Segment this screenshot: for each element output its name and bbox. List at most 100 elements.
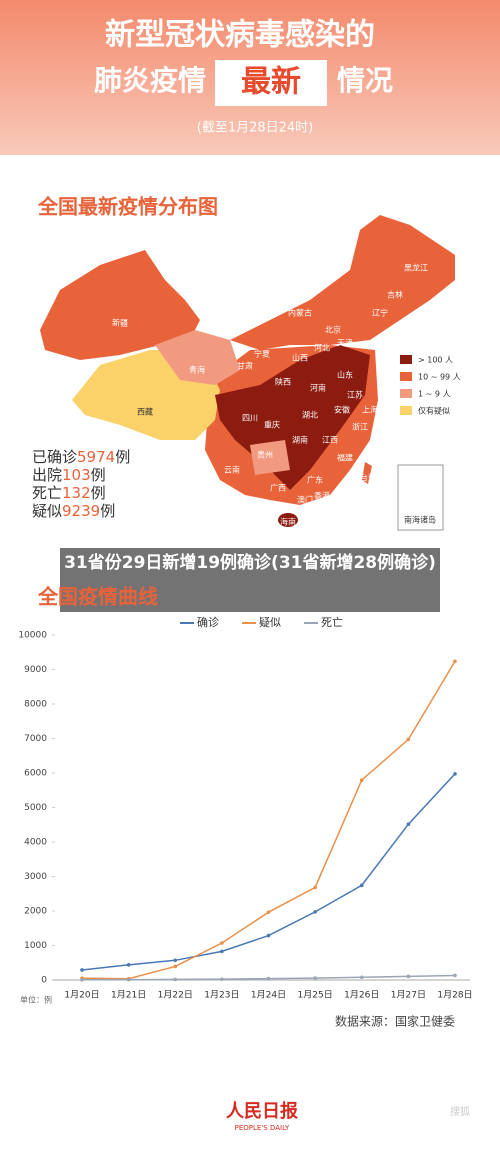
map-label: 台湾 bbox=[360, 473, 376, 483]
map-label: 内蒙古 bbox=[288, 308, 312, 318]
y-tick-label: 5000 bbox=[24, 803, 47, 813]
y-tick-label: 2000 bbox=[24, 907, 47, 917]
point bbox=[313, 910, 317, 914]
map-label: 河北 bbox=[314, 343, 330, 353]
logo-en: PEOPLE'S DAILY bbox=[235, 1124, 290, 1132]
caption-box bbox=[60, 548, 440, 612]
section-title: 全国最新疫情分布图 bbox=[37, 195, 218, 219]
map-label: 江苏 bbox=[347, 390, 363, 400]
legend-label: 1 ~ 9 人 bbox=[418, 390, 451, 399]
point bbox=[406, 737, 411, 742]
map-label: 甘肃 bbox=[237, 361, 253, 371]
legend-swatch bbox=[400, 355, 412, 364]
line-chart: 0 1000 2000 3000 4000 5000 6000 7000 8000 9000 100… bbox=[18, 615, 472, 1001]
x-tick-label: 1月21日 bbox=[111, 990, 146, 1001]
map-label: 江西 bbox=[322, 436, 338, 445]
map-label: 北京 bbox=[325, 325, 341, 335]
map-label: 河南 bbox=[310, 383, 326, 393]
point bbox=[220, 949, 224, 954]
x-tick-label: 1月22日 bbox=[158, 990, 193, 1001]
stat-label: 已确诊 bbox=[32, 448, 77, 466]
point bbox=[126, 977, 131, 982]
region bbox=[250, 440, 290, 475]
point bbox=[406, 822, 411, 827]
point bbox=[173, 977, 178, 982]
map-label: 陕西 bbox=[275, 377, 291, 387]
highlight-box bbox=[215, 60, 327, 106]
map-label: 湖北 bbox=[302, 411, 318, 420]
legend-swatch bbox=[400, 389, 412, 398]
y-tick-label: 10000 bbox=[18, 631, 47, 641]
stat-label: 死亡 bbox=[32, 484, 62, 502]
map-label: 重庆 bbox=[264, 420, 280, 430]
map-label: 天津 bbox=[337, 338, 353, 348]
map-label: 福建 bbox=[337, 453, 353, 463]
map-label: 吉林 bbox=[387, 290, 403, 300]
header-title: 新型冠状病毒感染的 bbox=[105, 18, 375, 53]
x-tick-label: 1月28日 bbox=[437, 990, 472, 1001]
region bbox=[155, 330, 240, 385]
legend-label: 疑似 bbox=[259, 616, 281, 629]
caption: 31省份29日新增19例确诊(31省新增28例确诊) bbox=[64, 553, 436, 573]
region bbox=[230, 215, 455, 350]
region bbox=[362, 462, 372, 484]
stat-label: 疑似 bbox=[32, 502, 62, 520]
header-title: 情况 bbox=[337, 64, 393, 97]
legend-swatch bbox=[400, 406, 412, 415]
legend-swatch bbox=[400, 372, 412, 381]
point bbox=[266, 976, 271, 981]
header-subtitle: (截至1月28日24时) bbox=[197, 121, 314, 136]
source: 数据来源：国家卫健委 bbox=[335, 1014, 455, 1029]
stat-value: 5974 bbox=[77, 448, 115, 466]
x-tick-label: 1月24日 bbox=[251, 990, 286, 1001]
point bbox=[359, 975, 364, 980]
map-label: 新疆 bbox=[112, 318, 128, 328]
map-label: 澳门 bbox=[297, 495, 313, 505]
y-tick-label: 8000 bbox=[24, 700, 47, 710]
series-line bbox=[81, 660, 456, 980]
x-tick-label: 1月20日 bbox=[64, 990, 99, 1001]
stat-unit: 例 bbox=[115, 448, 130, 466]
stat: 出院103例 bbox=[32, 466, 106, 484]
map-label: 山东 bbox=[337, 370, 353, 380]
point bbox=[173, 958, 178, 963]
point bbox=[453, 973, 457, 978]
y-tick-label: 6000 bbox=[24, 769, 47, 779]
stat-unit: 例 bbox=[91, 484, 106, 502]
point bbox=[220, 941, 224, 945]
legend-label: > 100 人 bbox=[418, 356, 453, 365]
map-label: 青海 bbox=[189, 365, 205, 375]
map-label: 广东 bbox=[307, 475, 323, 485]
point bbox=[80, 968, 84, 972]
map-label: 云南 bbox=[224, 465, 240, 475]
stat-value: 103 bbox=[62, 466, 91, 484]
stat: 疑似9239例 bbox=[32, 502, 115, 520]
stat-unit: 例 bbox=[100, 502, 115, 520]
inset bbox=[397, 464, 444, 531]
point bbox=[406, 974, 411, 979]
y-tick-label: 1000 bbox=[24, 941, 47, 951]
region bbox=[40, 250, 200, 360]
point bbox=[80, 977, 84, 982]
header-highlight: 最新 bbox=[241, 65, 301, 100]
legend-label: 仅有疑似 bbox=[418, 406, 450, 416]
map-label: 湖南 bbox=[292, 435, 308, 445]
section-title: 全国疫情曲线 bbox=[37, 585, 158, 609]
map-label: 南海诸岛 bbox=[404, 515, 436, 525]
x-tick-label: 1月26日 bbox=[344, 990, 379, 1001]
map-label: 广西 bbox=[270, 483, 286, 493]
stat: 已确诊5974例 bbox=[32, 448, 130, 466]
stat-unit: 例 bbox=[91, 466, 106, 484]
point bbox=[266, 910, 271, 915]
y-tick-label: 4000 bbox=[24, 838, 47, 848]
stat-label: 出院 bbox=[32, 466, 62, 484]
map-label: 浙江 bbox=[352, 422, 368, 432]
legend-label: 死亡 bbox=[321, 615, 343, 629]
caption-wrap: 31省份29日新增19例确诊(31省新增28例确诊) bbox=[64, 553, 436, 573]
point bbox=[453, 659, 457, 664]
stat-value: 9239 bbox=[62, 502, 100, 520]
legend-label: 确诊 bbox=[197, 615, 219, 629]
y-tick-label: 9000 bbox=[24, 665, 47, 675]
